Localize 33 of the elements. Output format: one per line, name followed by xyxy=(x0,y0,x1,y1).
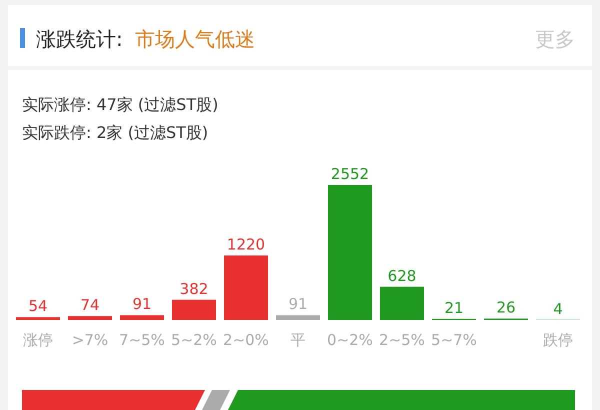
chart-title: 涨跌统计: xyxy=(36,27,123,51)
data-label: 74 xyxy=(80,296,100,314)
data-label: 1220 xyxy=(226,235,266,254)
bar xyxy=(68,316,112,320)
x-tick-label: >7% xyxy=(72,331,108,349)
bar xyxy=(120,315,164,320)
chart-subtitle: 市场人气低迷 xyxy=(134,27,255,51)
bar xyxy=(328,185,372,320)
data-label: 21 xyxy=(444,298,464,317)
text: 实际跌停: 2家 (过滤ST股) xyxy=(22,123,208,142)
x-tick-label: 跌停 xyxy=(543,331,573,349)
bar xyxy=(276,315,320,320)
x-tick-label: 5~2% xyxy=(171,331,217,349)
data-label: 91 xyxy=(288,295,308,314)
bar xyxy=(224,255,268,320)
data-label: 26 xyxy=(496,298,516,317)
x-tick-label: 7~5% xyxy=(119,331,165,349)
data-label: 382 xyxy=(180,280,208,298)
bar xyxy=(380,286,424,320)
data-label: 2552 xyxy=(330,165,370,183)
data-label: 628 xyxy=(388,266,416,285)
x-tick-label: 2~5% xyxy=(379,331,425,349)
x-tick-label: 2~0% xyxy=(223,331,269,349)
text: 实际涨停: 47家 (过滤ST股) xyxy=(22,95,218,114)
x-tick-label: 0~2% xyxy=(327,331,373,349)
data-label: 54 xyxy=(28,297,48,316)
x-tick-label: 涨停 xyxy=(23,331,53,349)
data-label: 91 xyxy=(132,295,152,314)
bar xyxy=(172,300,216,320)
bar xyxy=(16,317,60,320)
data-label: 4 xyxy=(553,300,563,318)
x-tick-label: 5~7% xyxy=(431,331,477,349)
x-tick-label: 平 xyxy=(290,331,306,349)
